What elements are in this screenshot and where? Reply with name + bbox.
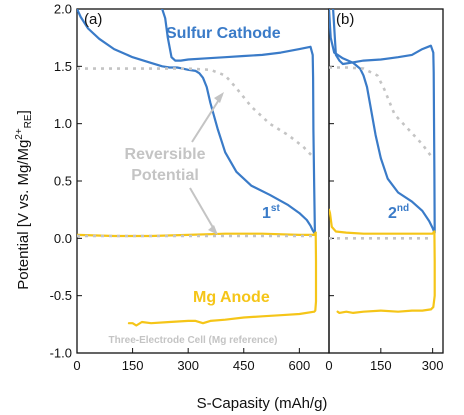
- panel-a: 0 150 300 450 600 2.0 1.5 1.0 0.5 0.0 -0.5 -1.0 (a) 1…: [50, 2, 330, 373]
- x-tick-label: 600: [289, 358, 311, 373]
- x-tick-label: 300: [422, 358, 444, 373]
- y-tick-label: 2.0: [54, 2, 72, 17]
- panel-label: (b): [336, 11, 354, 28]
- y-tick-label: 1.0: [54, 116, 72, 131]
- y-tick-label: -1.0: [50, 346, 72, 361]
- reversible-upper-curve: [77, 67, 316, 160]
- cathode-discharge-curve: [77, 9, 316, 234]
- reversible-arrow-up: [191, 94, 223, 143]
- y-axis-label: Potential [V vs. Mg/Mg2+RE]: [14, 110, 34, 290]
- x-tick-label: 0: [325, 358, 332, 373]
- mg-anode-annotation: Mg Anode: [193, 289, 270, 306]
- panel-b: 0 150 300 (b) 2nd: [325, 8, 444, 373]
- y-tick-label: 0.0: [54, 231, 72, 246]
- cathode-charge-curve: [161, 9, 316, 234]
- three-electrode-note: Three-Electrode Cell (Mg reference): [109, 335, 278, 346]
- reversible-arrow-down: [189, 187, 216, 232]
- anode-discharge-curve: [329, 208, 436, 235]
- reversible-arrowhead-up: [214, 92, 224, 103]
- x-tick-label: 150: [370, 358, 392, 373]
- panel-a-curves: [77, 9, 318, 327]
- x-axis-label: S-Capasity (mAh/g): [197, 395, 328, 412]
- y-tick-label: 1.5: [54, 59, 72, 74]
- panel-b-curves: [329, 9, 436, 314]
- reversible-upper-curve: [329, 66, 434, 159]
- x-tick-label: 150: [122, 358, 144, 373]
- reversible-annotation-line1: Reversible: [125, 146, 206, 163]
- y-tick-label: 0.5: [54, 174, 72, 189]
- x-tick-label: 450: [233, 358, 255, 373]
- anode-charge-curve: [127, 231, 318, 327]
- cycle-label: 2nd: [388, 203, 409, 222]
- anode-charge-curve: [336, 230, 436, 314]
- cathode-charge-curve: [332, 9, 436, 234]
- x-tick-label: 300: [177, 358, 199, 373]
- y-tick-label: -0.5: [50, 288, 72, 303]
- reversible-arrowhead-down: [208, 225, 218, 235]
- reversible-annotation-line2: Potential: [131, 167, 199, 184]
- sulfur-cathode-annotation: Sulfur Cathode: [166, 25, 281, 42]
- cathode-discharge-curve: [329, 9, 436, 234]
- panel-label: (a): [84, 11, 102, 28]
- x-tick-label: 0: [73, 358, 80, 373]
- cycle-label: 1st: [262, 203, 280, 222]
